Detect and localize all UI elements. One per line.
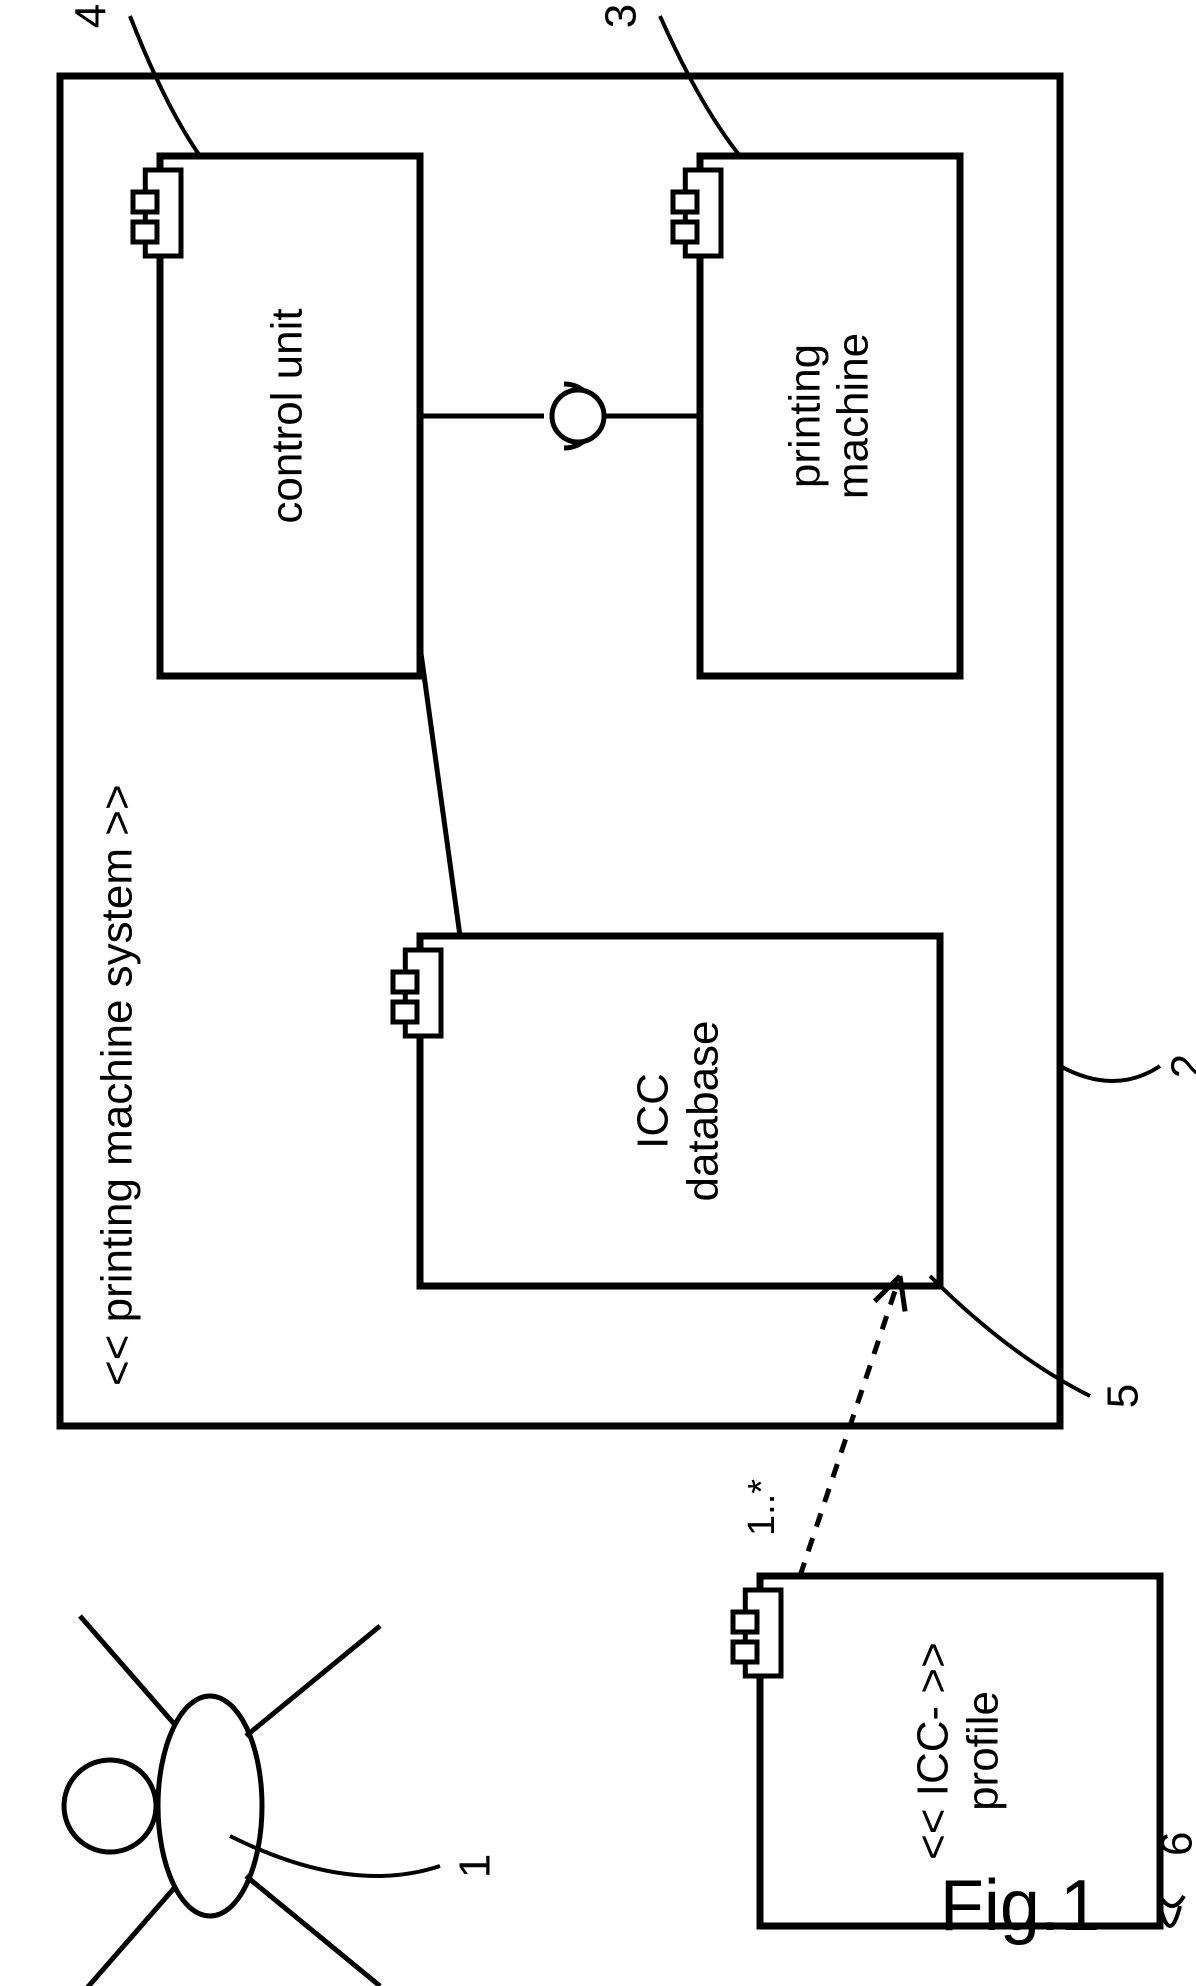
- svg-text:ICC: ICC: [629, 1073, 678, 1149]
- ref-5: 5: [1099, 1384, 1148, 1408]
- ref-3: 3: [597, 4, 646, 28]
- svg-text:database: database: [679, 1020, 728, 1201]
- ref-1: 1: [451, 1854, 500, 1878]
- figure-label: Fig.1: [940, 1866, 1100, 1946]
- svg-text:<< ICC- >>: << ICC- >>: [909, 1642, 958, 1860]
- svg-text:machine: machine: [829, 333, 878, 499]
- ref-2: 2: [1163, 1054, 1196, 1078]
- interface-ball: [552, 390, 604, 442]
- ref-4: 4: [67, 4, 116, 28]
- system-title: << printing machine system >>: [93, 784, 142, 1386]
- actor-icon: [64, 1760, 156, 1852]
- svg-text:printing: printing: [781, 344, 830, 488]
- control-unit-label: control unit: [263, 308, 312, 523]
- ref-6: 6: [1153, 1832, 1196, 1856]
- multiplicity-label: 1..*: [741, 1479, 783, 1536]
- svg-text:profile: profile: [959, 1691, 1008, 1811]
